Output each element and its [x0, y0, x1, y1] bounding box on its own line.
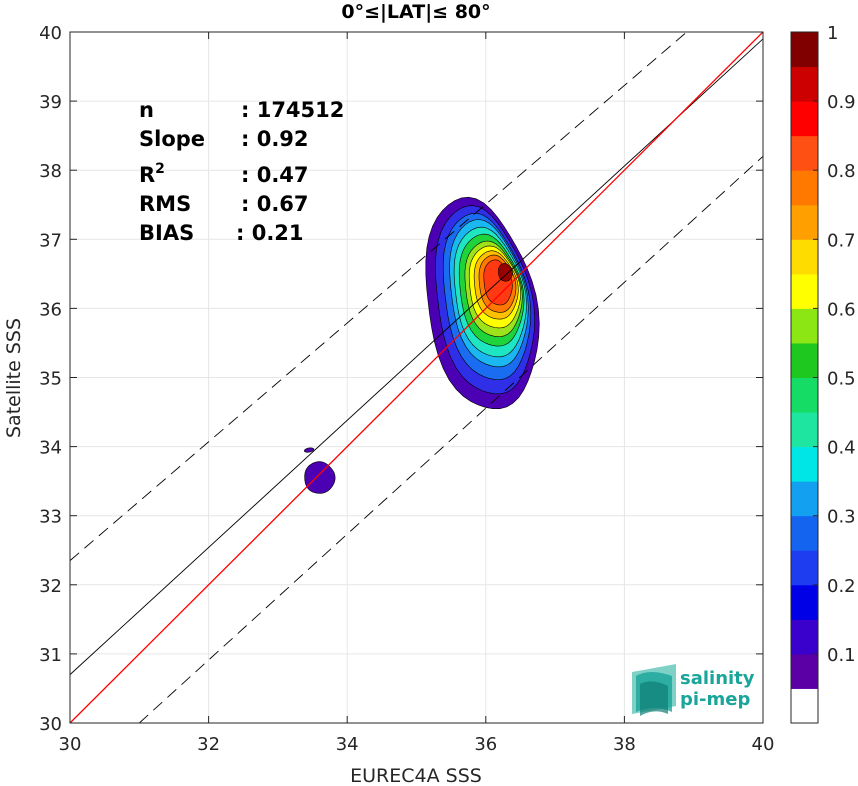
stat-label: Slope	[139, 127, 205, 151]
colorbar-swatch	[791, 204, 818, 240]
y-tick-label: 32	[39, 576, 62, 597]
colorbar-swatch	[791, 239, 818, 275]
axis-ticks: 30 32 34 36 38 40 30 31 32 33 34 35 36 37 38 39 40	[39, 23, 774, 755]
stat-value: : 0.21	[236, 221, 304, 245]
x-tick-label: 32	[197, 734, 220, 755]
colorbar-swatch	[791, 446, 818, 482]
contour-tiny-blob	[304, 447, 315, 453]
colorbar-tick-label: 0.1	[827, 645, 856, 666]
colorbar-swatch	[791, 101, 818, 137]
colorbar-swatch	[791, 32, 818, 68]
logo-line2: pi-mep	[680, 689, 750, 710]
y-tick-label: 34	[39, 438, 62, 459]
colorbar-tick-label: 0.5	[827, 369, 856, 390]
y-tick-label: 39	[39, 92, 62, 113]
stat-label: n	[139, 98, 154, 122]
stat-label: RMS	[139, 192, 191, 216]
colorbar-tick-label: 0.2	[827, 576, 856, 597]
colorbar-swatch	[791, 170, 818, 206]
x-tick-label: 34	[336, 734, 359, 755]
colorbar-swatch	[791, 584, 818, 620]
colorbar-swatch	[791, 273, 818, 309]
colorbar-swatch	[791, 619, 818, 655]
fit-lines	[69, 31, 764, 724]
colorbar-swatch	[791, 412, 818, 448]
logo-line1: salinity	[680, 668, 755, 689]
y-tick-label: 37	[39, 230, 62, 251]
stat-label: BIAS	[139, 221, 194, 245]
x-tick-label: 30	[59, 734, 82, 755]
regression-line	[69, 38, 764, 675]
upper-bound-line	[69, 31, 688, 561]
colorbar: 0.1 0.2 0.3 0.4 0.5 0.6 0.7 0.8 0.9 1	[790, 23, 856, 724]
colorbar-swatch	[791, 377, 818, 413]
stat-value: : 0.47	[241, 163, 309, 187]
y-tick-label: 35	[39, 369, 62, 390]
y-tick-label: 33	[39, 507, 62, 528]
colorbar-swatch	[791, 308, 818, 344]
colorbar-tick-label: 0.6	[827, 299, 856, 320]
stats-box: n : 174512 Slope : 0.92 R2 : 0.47 RMS : 0.67 BIA…	[139, 98, 344, 245]
y-axis-label: Satellite SSS	[3, 318, 25, 438]
x-axis-label: EUREC4A SSS	[350, 765, 482, 786]
contour-level	[498, 263, 513, 282]
colorbar-swatch	[791, 653, 818, 689]
colorbar-swatch	[791, 688, 818, 724]
stat-value: : 0.67	[241, 192, 309, 216]
colorbar-swatch	[791, 515, 818, 551]
colorbar-tick-label: 0.7	[827, 230, 856, 251]
chart-title: 0°≤|LAT|≤ 80°	[341, 1, 490, 23]
contours	[304, 196, 540, 494]
colorbar-swatch	[791, 66, 818, 102]
salinity-waves-icon	[632, 664, 676, 716]
logo: salinity pi-mep	[632, 664, 755, 716]
colorbar-swatch	[791, 342, 818, 378]
colorbar-swatch	[791, 550, 818, 586]
y-tick-label: 40	[39, 23, 62, 44]
stat-value: : 0.92	[241, 127, 309, 151]
colorbar-tick-label: 0.9	[827, 92, 856, 113]
y-tick-label: 31	[39, 645, 62, 666]
y-tick-label: 30	[39, 714, 62, 735]
colorbar-tick-label: 0.3	[827, 507, 856, 528]
colorbar-tick-label: 0.4	[827, 438, 856, 459]
colorbar-tick-label: 0.8	[827, 161, 856, 182]
colorbar-tick-label: 1	[827, 23, 838, 44]
stat-value: : 174512	[241, 98, 344, 122]
lower-bound-line	[138, 156, 764, 724]
y-tick-label: 38	[39, 161, 62, 182]
x-tick-label: 36	[474, 734, 497, 755]
colorbar-swatch	[791, 135, 818, 171]
y-tick-label: 36	[39, 299, 62, 320]
stat-label: R2	[139, 161, 165, 187]
x-tick-label: 40	[752, 734, 775, 755]
x-tick-label: 38	[613, 734, 636, 755]
contour-small-blob	[304, 461, 336, 494]
colorbar-swatch	[791, 481, 818, 517]
one-to-one-line	[69, 31, 764, 724]
